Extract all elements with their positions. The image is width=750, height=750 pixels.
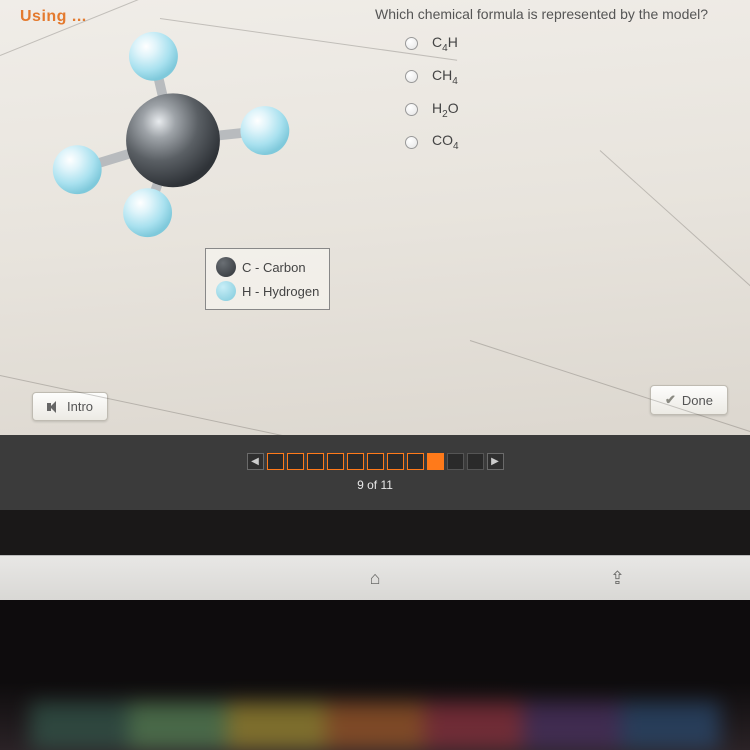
speaker-icon [47, 401, 61, 413]
legend-box: C - Carbon H - Hydrogen [205, 248, 330, 310]
tablet-toolbar: ⌂ ⇪ [0, 555, 750, 600]
reflection-blur [30, 702, 720, 750]
screen-crack [600, 150, 750, 298]
legend-row: H - Hydrogen [216, 279, 319, 303]
progress-boxes: ◀▶ [247, 453, 504, 470]
intro-button-label: Intro [67, 399, 93, 414]
nav-step-8[interactable] [407, 453, 424, 470]
nav-step-4[interactable] [327, 453, 344, 470]
radio-icon [405, 70, 418, 83]
legend-swatch [216, 281, 236, 301]
answer-option-0[interactable]: C4H [405, 34, 459, 54]
progress-counter: 9 of 11 [357, 478, 393, 492]
nav-step-9[interactable] [427, 453, 444, 470]
nav-step-6[interactable] [367, 453, 384, 470]
check-icon: ✔ [665, 392, 676, 408]
done-button[interactable]: ✔ Done [650, 385, 728, 415]
home-icon[interactable]: ⌂ [370, 568, 381, 589]
nav-step-11[interactable] [467, 453, 484, 470]
legend-row: C - Carbon [216, 255, 319, 279]
radio-icon [405, 103, 418, 116]
option-label: CH4 [432, 67, 458, 87]
nav-step-2[interactable] [287, 453, 304, 470]
answer-option-3[interactable]: CO4 [405, 132, 459, 152]
question-prompt: Which chemical formula is represented by… [375, 6, 708, 22]
nav-step-7[interactable] [387, 453, 404, 470]
answer-option-2[interactable]: H2O [405, 100, 459, 120]
quiz-panel: Using ... Which chemical formula is repr… [0, 0, 750, 435]
legend-label: C - Carbon [242, 260, 306, 275]
molecule-diagram [45, 25, 300, 240]
option-label: H2O [432, 100, 459, 120]
nav-next-button[interactable]: ▶ [487, 453, 504, 470]
progress-nav: ◀▶ 9 of 11 [0, 435, 750, 510]
nav-step-1[interactable] [267, 453, 284, 470]
legend-label: H - Hydrogen [242, 284, 319, 299]
intro-button[interactable]: Intro [32, 392, 108, 421]
nav-step-5[interactable] [347, 453, 364, 470]
answer-options: C4H CH4 H2O CO4 [405, 34, 459, 165]
nav-step-3[interactable] [307, 453, 324, 470]
answer-option-1[interactable]: CH4 [405, 67, 459, 87]
below-screen [0, 600, 750, 750]
option-label: CO4 [432, 132, 459, 152]
radio-icon [405, 136, 418, 149]
option-label: C4H [432, 34, 458, 54]
done-button-label: Done [682, 393, 713, 408]
nav-step-10[interactable] [447, 453, 464, 470]
share-icon[interactable]: ⇪ [610, 568, 625, 589]
radio-icon [405, 37, 418, 50]
legend-swatch [216, 257, 236, 277]
nav-prev-button[interactable]: ◀ [247, 453, 264, 470]
